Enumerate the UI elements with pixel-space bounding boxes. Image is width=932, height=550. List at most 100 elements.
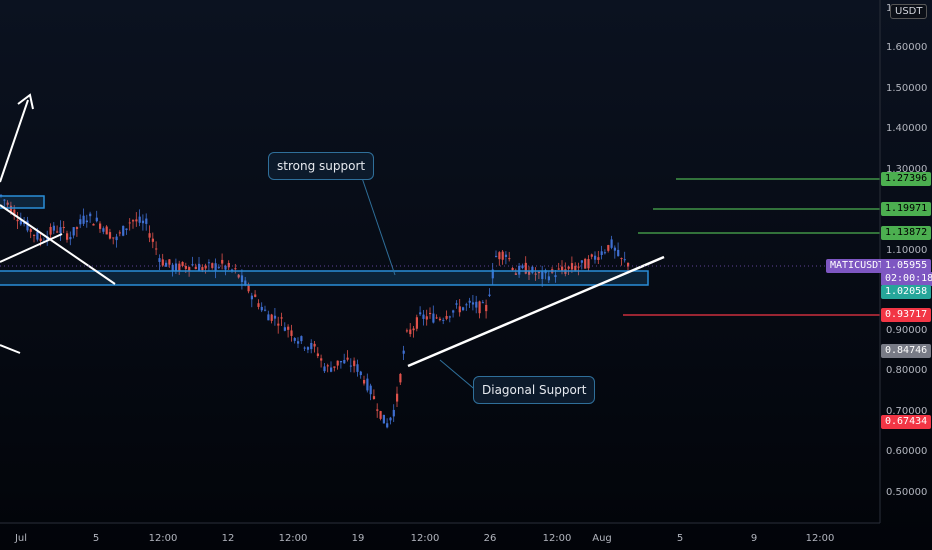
candle-body (158, 258, 161, 262)
y-tick-label: 1.50000 (886, 83, 927, 94)
y-tick-label: 1.10000 (886, 245, 927, 256)
currency-badge[interactable]: USDT (890, 4, 928, 19)
x-tick-label: Aug (592, 533, 612, 544)
candle-body (491, 269, 494, 279)
candle-body (207, 262, 211, 264)
candle-body (92, 223, 95, 226)
price-label-1: 1.27396 (881, 172, 932, 186)
candle-body (211, 263, 214, 268)
candle-body (13, 209, 16, 216)
candle-body (188, 267, 191, 271)
candle-body (287, 326, 290, 330)
candle-body (59, 227, 62, 234)
candle-body (75, 227, 79, 229)
candle-body (29, 229, 32, 232)
triangle-trendline (0, 233, 63, 263)
candle-body (468, 300, 471, 303)
candle-body (627, 262, 630, 267)
candle-body (481, 302, 484, 304)
diagonal-support-connector (439, 359, 479, 393)
candle-body (485, 304, 488, 312)
candle-body (145, 218, 148, 224)
candle-body (547, 276, 550, 281)
price-label-5: 0.84746 (881, 344, 932, 358)
candle-body (594, 255, 597, 260)
candle-body (16, 219, 19, 222)
candle-body (132, 220, 135, 222)
candle-body (66, 233, 69, 240)
candle-body (541, 271, 544, 279)
candle-body (247, 284, 250, 292)
candle-body (148, 233, 151, 238)
candle-body (174, 263, 178, 271)
strong-support-zone (0, 270, 649, 286)
candle-body (574, 265, 577, 271)
candle-body (330, 367, 333, 372)
candle-body (72, 227, 75, 236)
candle-body (613, 247, 616, 251)
candle-body (518, 265, 521, 275)
candle-body (343, 359, 346, 364)
candle-body (580, 260, 583, 263)
candle-body (280, 317, 283, 319)
candle-body (531, 266, 534, 273)
candle-body (379, 411, 382, 419)
candle-body (240, 275, 244, 282)
candle-body (356, 364, 359, 372)
candle-body (425, 316, 428, 320)
candle-body (353, 360, 356, 367)
diagonal-support-callout[interactable]: Diagonal Support (473, 376, 596, 404)
y-tick-label: 0.70000 (886, 406, 927, 417)
candle-body (273, 315, 277, 319)
candle-body (442, 319, 445, 321)
y-tick-label: 0.60000 (886, 446, 927, 457)
candle-body (399, 373, 402, 383)
candle-body (478, 301, 481, 314)
candle-body (366, 378, 369, 391)
candle-body (336, 360, 339, 366)
candle-body (244, 280, 247, 286)
x-tick-label: 12 (222, 533, 235, 544)
y-tick-label: 0.50000 (886, 487, 927, 498)
candle-body (26, 220, 29, 231)
strong-support-callout[interactable]: strong support (268, 152, 375, 180)
x-tick-label: 12:00 (279, 533, 308, 544)
candle-body (33, 234, 36, 236)
candle-body (386, 423, 389, 428)
candle-body (231, 269, 234, 271)
candle-body (405, 330, 409, 332)
candle-body (257, 303, 260, 307)
candle-body (237, 274, 240, 278)
candle-body (326, 365, 329, 367)
candle-body (504, 254, 508, 257)
candle-body (455, 303, 458, 305)
candle-body (191, 264, 194, 266)
candle-body (52, 225, 55, 231)
projection-arrow-line (0, 99, 29, 183)
candle-body (56, 231, 59, 233)
x-tick-label: Jul (14, 533, 27, 544)
candle-body (168, 259, 171, 265)
x-tick-label: 12:00 (543, 533, 572, 544)
projection-arrow-head (17, 93, 34, 110)
candle-body (521, 265, 524, 269)
candle-body (369, 385, 372, 395)
candle-body (419, 312, 422, 315)
candle-body (303, 347, 306, 349)
candle-body (359, 371, 362, 376)
resistance-zone (0, 195, 45, 209)
x-tick-label: 12:00 (149, 533, 178, 544)
candle-body (363, 379, 366, 384)
candle-body (69, 237, 72, 240)
candle-body (217, 266, 220, 268)
candle-body (372, 396, 376, 400)
candle-body (227, 263, 230, 268)
candle-body (438, 318, 442, 321)
candle-body (607, 245, 610, 251)
candle-body (402, 350, 405, 354)
candle-body (462, 307, 465, 311)
candle-body (264, 309, 267, 311)
candle-body (221, 259, 224, 264)
